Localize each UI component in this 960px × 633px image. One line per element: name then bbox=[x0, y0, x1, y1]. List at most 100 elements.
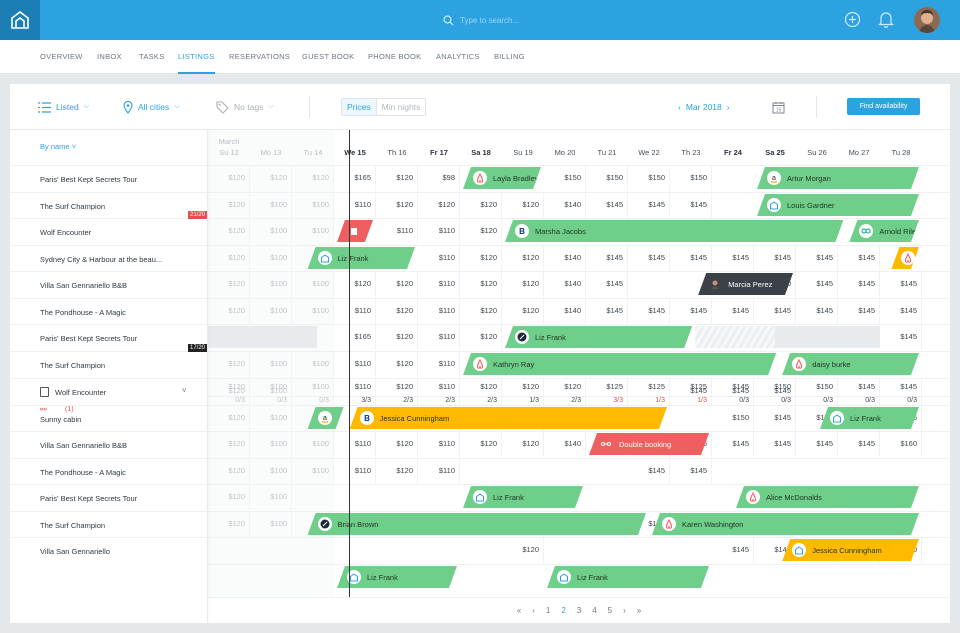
price-cell[interactable]: $120 bbox=[208, 192, 250, 218]
price-cell[interactable]: $120 bbox=[376, 431, 418, 457]
price-cell[interactable]: $145 bbox=[838, 271, 880, 297]
price-cell[interactable]: $100 bbox=[292, 218, 334, 244]
conflict-count[interactable]: (1) bbox=[65, 406, 74, 413]
price-cell[interactable]: $100 bbox=[250, 484, 292, 510]
page-link[interactable]: 4 bbox=[592, 606, 597, 615]
price-cell[interactable]: $120 bbox=[502, 298, 544, 324]
booking-bar[interactable]: Louis Gardner bbox=[757, 194, 919, 216]
price-cell[interactable]: $120 bbox=[460, 298, 502, 324]
price-cell[interactable]: $145 bbox=[586, 192, 628, 218]
home-logo[interactable] bbox=[0, 0, 40, 40]
price-cell[interactable]: $100 bbox=[292, 458, 334, 484]
next-month-icon[interactable]: › bbox=[726, 102, 730, 112]
price-cell[interactable]: $110 bbox=[334, 351, 376, 377]
page-link[interactable]: 3 bbox=[576, 606, 582, 615]
price-cell[interactable]: $145 bbox=[670, 298, 712, 324]
price-cell[interactable]: $100 bbox=[250, 431, 292, 457]
nav-analytics[interactable]: ANALYTICS bbox=[436, 52, 480, 61]
booking-bar[interactable]: Alice McDonalds bbox=[736, 486, 919, 508]
search-input[interactable]: Type to search... bbox=[460, 15, 520, 25]
booking-bar[interactable]: Liz Frank bbox=[308, 247, 415, 269]
listing-row[interactable]: Paris' Best Kept Secrets Tour bbox=[10, 484, 208, 511]
price-cell[interactable]: $120 bbox=[502, 378, 544, 396]
listed-filter[interactable]: Listed ⌵ bbox=[38, 84, 89, 130]
nav-inbox[interactable]: INBOX bbox=[97, 52, 122, 61]
listing-row[interactable]: The Pondhouse - A Magic bbox=[10, 458, 208, 484]
user-avatar[interactable] bbox=[914, 7, 940, 33]
price-cell[interactable]: $120 bbox=[544, 378, 586, 396]
search-box[interactable]: Type to search... bbox=[443, 12, 519, 28]
price-cell[interactable]: $120 bbox=[208, 458, 250, 484]
booking-bar[interactable]: Liz Frank bbox=[463, 486, 583, 508]
booking-bar[interactable]: daisy burke bbox=[782, 353, 919, 375]
min-nights-toggle[interactable]: Min nights bbox=[375, 99, 426, 115]
price-cell[interactable]: $120 bbox=[208, 165, 250, 191]
price-cell[interactable]: $145 bbox=[754, 405, 796, 431]
price-cell[interactable]: $100 bbox=[292, 192, 334, 218]
price-cell[interactable]: $145 bbox=[628, 245, 670, 271]
price-cell[interactable]: $145 bbox=[712, 537, 754, 563]
booking-bar[interactable]: Liz Frank bbox=[505, 326, 692, 348]
prices-toggle[interactable]: Prices bbox=[342, 99, 376, 115]
booking-bar[interactable]: a Artur Morgan bbox=[757, 167, 919, 189]
price-cell[interactable]: $120 bbox=[376, 298, 418, 324]
price-cell[interactable]: $120 bbox=[376, 165, 418, 191]
price-cell[interactable]: $110 bbox=[376, 218, 418, 244]
price-cell[interactable]: $145 bbox=[586, 271, 628, 297]
price-cell[interactable]: $140 bbox=[544, 298, 586, 324]
price-cell[interactable]: $150 bbox=[712, 405, 754, 431]
price-cell[interactable]: $145 bbox=[838, 245, 880, 271]
listing-row[interactable]: ˅ (1) ⚯ Wolf Encounter bbox=[10, 378, 208, 422]
price-cell[interactable]: $120 bbox=[502, 245, 544, 271]
price-cell[interactable]: $110 bbox=[418, 351, 460, 377]
price-cell[interactable]: $120 bbox=[334, 271, 376, 297]
price-cell[interactable]: $110 bbox=[418, 218, 460, 244]
price-cell[interactable]: $100 bbox=[292, 271, 334, 297]
price-cell[interactable]: $120 bbox=[208, 218, 250, 244]
price-cell[interactable]: $100 bbox=[250, 405, 292, 431]
nav-phone-book[interactable]: PHONE BOOK bbox=[368, 52, 422, 61]
price-cell[interactable]: $145 bbox=[754, 431, 796, 457]
price-cell[interactable]: $140 bbox=[544, 431, 586, 457]
page-link[interactable]: 1 bbox=[545, 606, 551, 615]
price-cell[interactable]: $110 bbox=[418, 324, 460, 350]
calendar-button[interactable]: 15 bbox=[772, 84, 785, 130]
price-cell[interactable]: $120 bbox=[250, 165, 292, 191]
price-cell[interactable]: $120 bbox=[460, 192, 502, 218]
price-cell[interactable]: $120 bbox=[208, 351, 250, 377]
booking-bar[interactable]: Jessica Cunningham bbox=[782, 539, 919, 561]
price-cell[interactable]: $100 bbox=[250, 271, 292, 297]
price-cell[interactable]: $120 bbox=[376, 192, 418, 218]
booking-bar[interactable]: Brian Brown bbox=[308, 513, 646, 535]
price-cell[interactable]: $145 bbox=[628, 458, 670, 484]
page-link[interactable]: ‹ bbox=[532, 606, 535, 615]
price-cell[interactable]: $145 bbox=[880, 378, 922, 396]
booking-bar[interactable]: Double booking bbox=[589, 433, 709, 455]
price-cell[interactable]: $120 bbox=[418, 192, 460, 218]
price-cell[interactable]: $120 bbox=[208, 431, 250, 457]
price-cell[interactable]: $125 bbox=[586, 378, 628, 396]
sort-by-name[interactable]: By name ˅ bbox=[40, 142, 77, 151]
listing-row[interactable]: The Surf Champion bbox=[10, 511, 208, 537]
listing-row[interactable]: The Surf Champion bbox=[10, 192, 208, 218]
listing-row[interactable]: The Surf Champion 17/20 bbox=[10, 344, 208, 378]
page-link[interactable]: 2 bbox=[561, 606, 566, 615]
price-cell[interactable]: $110 bbox=[334, 378, 376, 396]
price-cell[interactable]: $145 bbox=[880, 298, 922, 324]
price-cell[interactable]: $140 bbox=[544, 245, 586, 271]
price-cell[interactable]: $120 bbox=[376, 271, 418, 297]
price-cell[interactable]: $100 bbox=[250, 511, 292, 537]
booking-bar[interactable] bbox=[337, 220, 373, 242]
price-cell[interactable]: $120 bbox=[208, 484, 250, 510]
price-cell[interactable]: $120 bbox=[460, 245, 502, 271]
booking-bar[interactable]: Liz Frank bbox=[547, 566, 709, 588]
booking-bar[interactable]: Layla Bradley bbox=[463, 167, 541, 189]
booking-bar[interactable]: Karen Washington bbox=[652, 513, 919, 535]
price-cell[interactable]: $145 bbox=[838, 431, 880, 457]
listing-row[interactable]: Villa San Gennariello B&B bbox=[10, 431, 208, 458]
price-cell[interactable]: $145 bbox=[796, 245, 838, 271]
price-cell[interactable]: $145 bbox=[712, 245, 754, 271]
price-cell[interactable]: $110 bbox=[418, 431, 460, 457]
price-cell[interactable]: $120 bbox=[376, 324, 418, 350]
price-cell[interactable]: $100 bbox=[250, 192, 292, 218]
